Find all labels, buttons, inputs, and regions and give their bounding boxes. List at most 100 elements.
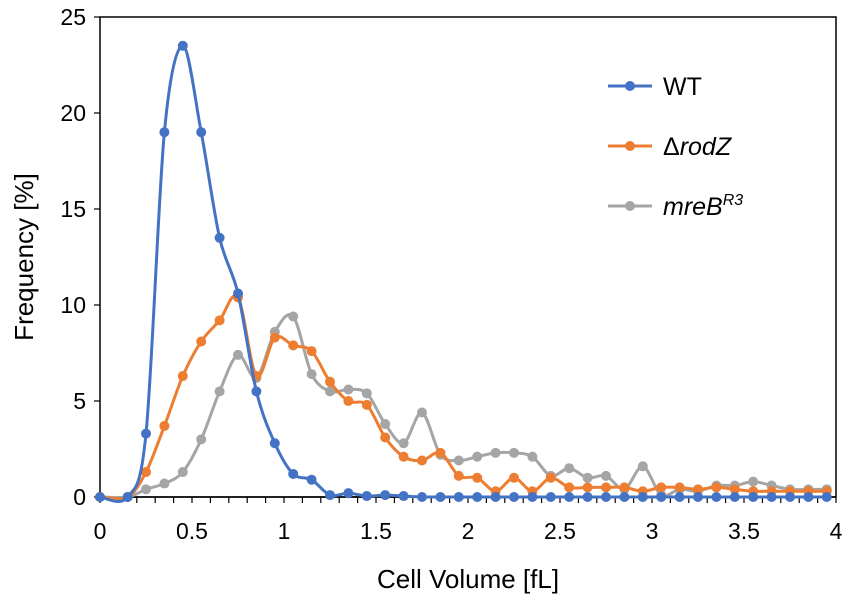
x-tick-label: 0.5: [176, 518, 208, 544]
series-line: [98, 313, 829, 500]
legend-label: mreBR3: [663, 192, 743, 221]
data-point: [803, 492, 814, 502]
data-point: [601, 482, 611, 493]
data-point: [361, 399, 372, 410]
data-point: [509, 492, 519, 502]
data-point: [472, 472, 483, 483]
data-point: [306, 369, 317, 380]
data-point: [490, 492, 501, 502]
y-axis-title: Frequency [%]: [9, 173, 39, 341]
data-point: [196, 434, 207, 445]
data-point: [509, 472, 519, 483]
x-tick-label: 3.5: [728, 518, 760, 544]
data-point: [214, 386, 225, 397]
data-point: [693, 484, 703, 495]
data-point: [233, 349, 243, 360]
data-point: [564, 482, 575, 493]
y-tick-label: 5: [73, 388, 86, 414]
series-line: [98, 44, 829, 503]
y-tick-label: 10: [60, 292, 86, 318]
data-point: [674, 492, 685, 502]
data-point: [582, 492, 593, 502]
data-point: [527, 451, 538, 462]
series-1: [95, 292, 832, 502]
x-tick-label: 0: [94, 518, 107, 544]
data-point: [435, 492, 446, 502]
data-point: [141, 467, 151, 478]
data-point: [269, 438, 280, 449]
data-point: [214, 232, 225, 243]
plot-area-frame: [99, 16, 837, 498]
series-line: [98, 293, 829, 501]
y-tick-label: 0: [73, 484, 86, 510]
data-point: [637, 461, 648, 472]
y-tick-label: 15: [60, 196, 86, 222]
data-point: [417, 455, 427, 466]
data-point: [509, 447, 519, 458]
data-point: [196, 127, 207, 138]
data-point: [453, 455, 464, 466]
y-tick-label: 25: [60, 4, 86, 30]
data-point: [177, 467, 188, 478]
data-point: [398, 491, 409, 502]
data-point: [343, 384, 354, 395]
data-point: [564, 463, 575, 474]
x-tick-label: 1.5: [360, 518, 392, 544]
x-tick-label: 2: [462, 518, 475, 544]
data-point: [398, 451, 409, 462]
data-point: [601, 492, 611, 502]
data-point: [361, 491, 372, 502]
data-point: [674, 482, 685, 493]
data-point: [619, 482, 630, 493]
data-point: [141, 428, 151, 439]
data-point: [325, 376, 335, 387]
series-layer: [95, 40, 832, 503]
data-point: [693, 492, 703, 502]
legend-swatch-marker: [625, 201, 635, 211]
data-point: [288, 468, 299, 479]
data-point: [398, 438, 409, 449]
y-tick-label: 20: [60, 100, 86, 126]
series-0: [95, 40, 832, 503]
data-point: [306, 474, 317, 485]
data-point: [122, 492, 133, 502]
data-point: [159, 478, 170, 489]
data-point: [343, 488, 354, 499]
legend-swatch-marker: [625, 141, 635, 151]
data-point: [564, 492, 575, 502]
data-point: [821, 492, 832, 502]
data-point: [343, 396, 354, 406]
data-point: [95, 492, 105, 502]
y-axis-ticks: 0 5 10 15 20 25: [60, 4, 100, 510]
data-point: [361, 388, 372, 399]
data-point: [214, 315, 225, 326]
data-point: [748, 476, 759, 487]
data-point: [711, 492, 722, 502]
data-point: [288, 340, 299, 351]
x-tick-label: 1: [278, 518, 291, 544]
data-point: [269, 332, 280, 343]
data-point: [177, 371, 188, 382]
data-point: [656, 482, 667, 493]
data-point: [453, 492, 464, 502]
data-point: [251, 386, 262, 397]
data-point: [435, 447, 446, 458]
data-point: [527, 492, 538, 502]
data-point: [380, 432, 391, 443]
data-point: [380, 419, 391, 430]
data-point: [380, 490, 391, 501]
data-point: [325, 386, 335, 397]
data-point: [159, 420, 170, 431]
data-point: [748, 492, 759, 502]
data-point: [417, 407, 427, 418]
x-tick-label: 2.5: [544, 518, 576, 544]
x-tick-label: 3: [646, 518, 659, 544]
legend: WT ΔrodZ mreBR3: [608, 73, 743, 221]
data-point: [656, 492, 667, 502]
data-point: [601, 470, 611, 481]
data-point: [288, 311, 299, 322]
data-point: [417, 492, 427, 502]
data-point: [766, 492, 777, 502]
data-point: [619, 492, 630, 502]
